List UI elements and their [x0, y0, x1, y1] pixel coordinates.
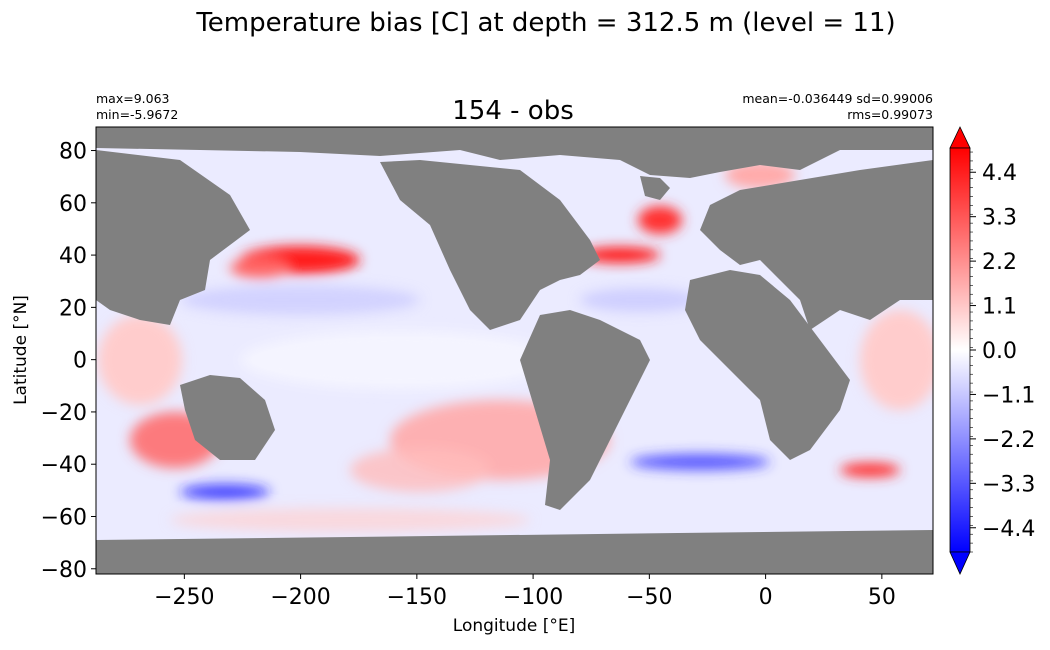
map-area — [96, 127, 933, 574]
asia-west — [96, 150, 250, 325]
south-america — [520, 310, 650, 510]
axes-frame — [95, 126, 934, 575]
bias-blob — [98, 315, 182, 405]
bias-blob — [180, 285, 420, 315]
x-tick-label: −50 — [626, 585, 672, 610]
bias-blob — [840, 463, 900, 477]
colorbar-extend-max — [949, 126, 971, 149]
north-america — [380, 160, 600, 330]
bias-blob — [180, 484, 270, 500]
colorbar-tick-label: 2.2 — [982, 250, 1017, 275]
x-tick-label: 0 — [759, 585, 773, 610]
colorbar-tick-label: 4.4 — [982, 161, 1017, 186]
x-tick-label: −200 — [270, 585, 330, 610]
x-axis-label: Longitude [°E] — [453, 616, 575, 636]
colorbar-ticks: 4.4 3.3 2.2 1.1 0.0 −1.1 −2.2 −3.3 −4.4 — [970, 161, 1035, 542]
y-tick-label: 0 — [73, 349, 87, 374]
stat-min: min=-5.9672 — [96, 107, 178, 122]
colorbar-tick-label: 3.3 — [982, 206, 1017, 231]
y-tick-label: −20 — [41, 401, 87, 426]
x-tick-label: −100 — [503, 585, 563, 610]
x-tick-label: 50 — [868, 585, 896, 610]
eurasia-east — [700, 160, 933, 330]
colorbar-minor-ticks — [970, 151, 973, 553]
land-masses — [96, 127, 933, 574]
y-tick-label: 60 — [59, 192, 87, 217]
x-tick-label: −250 — [154, 585, 214, 610]
bias-blob — [630, 454, 770, 470]
arctic-land — [96, 127, 933, 178]
colorbar-tick-label: −4.4 — [982, 517, 1035, 542]
y-tick-label: −60 — [41, 505, 87, 530]
colorbar-tick-label: 1.1 — [982, 295, 1017, 320]
bias-blob — [240, 330, 560, 390]
africa — [685, 270, 850, 460]
bias-blob — [638, 206, 682, 234]
y-tick-label: −80 — [41, 558, 87, 583]
bias-blob — [580, 288, 700, 312]
y-axis-label: Latitude [°N] — [11, 295, 31, 405]
colorbar-tick-label: −3.3 — [982, 472, 1035, 497]
stat-mean-sd: mean=-0.036449 sd=0.99006 — [742, 91, 933, 106]
colorbar-body — [949, 147, 971, 553]
bias-blob — [170, 508, 530, 532]
bias-blob — [230, 258, 290, 278]
plot-title: 154 - obs — [452, 96, 574, 126]
colorbar-tick-label: −1.1 — [982, 383, 1035, 408]
stat-max: max=9.063 — [96, 91, 170, 106]
suptitle: Temperature bias [C] at depth = 312.5 m … — [195, 8, 895, 38]
x-axis: −250 −200 −150 −100 −50 0 50 — [154, 574, 896, 610]
greenland-tip — [640, 176, 670, 200]
y-tick-label: 20 — [59, 296, 87, 321]
bias-blob — [860, 310, 933, 410]
x-tick-label: −150 — [387, 585, 447, 610]
stat-rms: rms=0.99073 — [847, 107, 933, 122]
y-tick-label: 40 — [59, 244, 87, 269]
antarctica — [96, 530, 933, 574]
colorbar-extend-min — [949, 551, 971, 575]
y-tick-label: 80 — [59, 140, 87, 165]
colorbar: 4.4 3.3 2.2 1.1 0.0 −1.1 −2.2 −3.3 −4.4 — [949, 126, 1035, 575]
bias-blob — [350, 448, 490, 492]
y-tick-label: −40 — [41, 453, 87, 478]
colorbar-tick-label: 0.0 — [982, 339, 1017, 364]
colorbar-tick-label: −2.2 — [982, 428, 1035, 453]
y-axis: 80 60 40 20 0 −20 −40 −60 −80 — [41, 140, 96, 583]
bias-blob — [580, 247, 660, 263]
australia — [180, 375, 275, 460]
